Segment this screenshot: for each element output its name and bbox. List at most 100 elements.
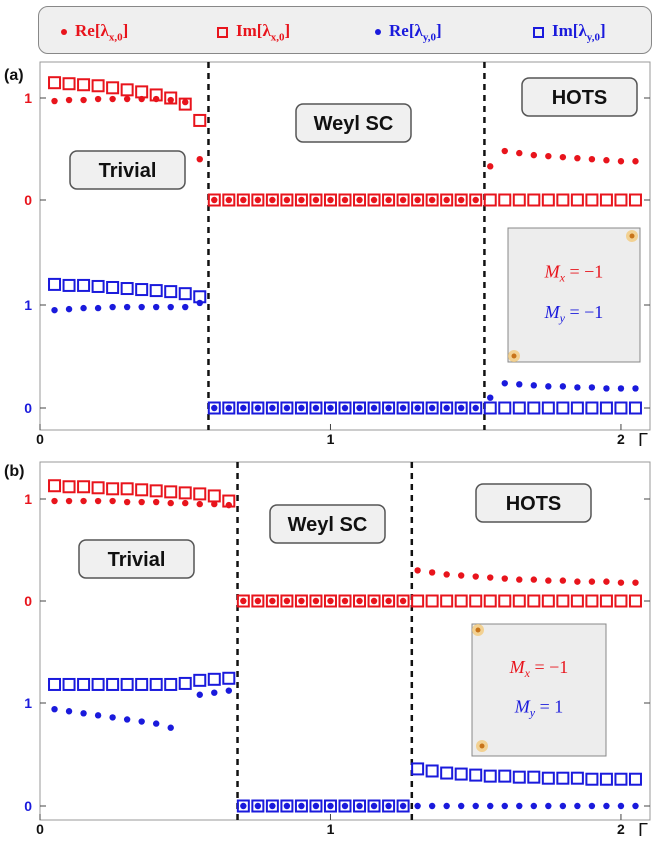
data-point-dot bbox=[574, 384, 581, 391]
data-point-square bbox=[411, 762, 425, 776]
data-point-dot bbox=[588, 802, 596, 810]
data-point-square bbox=[527, 193, 541, 207]
data-point-square bbox=[222, 494, 236, 508]
data-point-dot bbox=[269, 597, 276, 605]
data-point-square bbox=[207, 193, 221, 207]
data-point-square bbox=[367, 799, 381, 813]
data-point-square bbox=[396, 401, 410, 415]
data-point-dot bbox=[167, 499, 174, 507]
data-point-dot bbox=[182, 303, 189, 311]
data-point-dot bbox=[501, 802, 508, 810]
data-point-square bbox=[353, 594, 367, 608]
data-point-square bbox=[323, 193, 337, 207]
data-point-square bbox=[614, 772, 628, 786]
data-point-square bbox=[236, 594, 250, 608]
data-point-dot bbox=[182, 499, 189, 507]
data-point-square bbox=[120, 677, 134, 691]
data-point-square bbox=[91, 279, 105, 293]
data-point-square bbox=[48, 277, 62, 291]
data-point-dot bbox=[632, 385, 639, 392]
data-point-dot bbox=[138, 718, 145, 725]
data-point-square bbox=[120, 282, 134, 296]
data-point-dot bbox=[399, 196, 407, 204]
legend-label: Re[λy,0] bbox=[389, 21, 442, 44]
data-point-square bbox=[91, 677, 105, 691]
data-point-dot bbox=[312, 597, 320, 605]
legend-square-marker bbox=[533, 26, 544, 38]
data-point-square bbox=[570, 401, 584, 415]
data-point-dot bbox=[80, 497, 87, 505]
data-point-square bbox=[396, 594, 410, 608]
data-point-dot bbox=[327, 802, 334, 810]
data-point-square bbox=[193, 487, 207, 501]
data-point-square bbox=[614, 401, 628, 415]
data-point-dot bbox=[603, 157, 610, 164]
data-point-square bbox=[498, 401, 512, 415]
data-point-square bbox=[411, 401, 425, 415]
data-point-dot bbox=[196, 156, 203, 163]
phase-label-text: Weyl SC bbox=[288, 514, 368, 536]
data-point-square bbox=[396, 193, 410, 207]
data-point-dot bbox=[574, 154, 581, 162]
data-point-square bbox=[440, 401, 454, 415]
data-point-dot bbox=[240, 597, 247, 605]
data-point-square bbox=[338, 401, 352, 415]
data-point-dot bbox=[545, 802, 552, 810]
data-point-dot bbox=[501, 575, 508, 582]
phase-label-box bbox=[295, 103, 412, 143]
data-point-dot bbox=[443, 802, 450, 810]
data-point-dot bbox=[414, 404, 421, 412]
data-point-dot bbox=[559, 153, 567, 161]
data-point-square bbox=[440, 193, 454, 207]
data-point-dot bbox=[341, 597, 349, 605]
phase-label-text: Trivial bbox=[99, 160, 157, 182]
data-point-dot bbox=[240, 802, 247, 810]
data-point-dot bbox=[487, 802, 494, 810]
data-point-square bbox=[309, 594, 323, 608]
data-point-dot bbox=[588, 578, 596, 585]
data-point-square bbox=[265, 594, 279, 608]
data-point-dot bbox=[356, 597, 363, 605]
data-point-square bbox=[251, 193, 265, 207]
data-point-square bbox=[498, 193, 512, 207]
legend-label: Im[λy,0] bbox=[552, 21, 606, 44]
data-point-square bbox=[222, 193, 236, 207]
inset-corner-glow bbox=[629, 233, 635, 239]
data-point-dot bbox=[109, 497, 116, 505]
data-point-dot bbox=[385, 196, 392, 204]
data-point-dot bbox=[574, 578, 581, 585]
data-point-square bbox=[440, 766, 454, 780]
data-point-dot bbox=[428, 196, 436, 204]
data-point-square bbox=[265, 799, 279, 813]
data-point-square bbox=[628, 594, 642, 608]
x-tick-label: 1 bbox=[327, 821, 335, 837]
legend-label: Re[λx,0] bbox=[75, 21, 129, 44]
data-point-dot bbox=[530, 382, 538, 389]
data-point-square bbox=[135, 283, 149, 297]
data-point-dot bbox=[516, 802, 523, 810]
data-point-dot bbox=[225, 404, 233, 412]
data-point-square bbox=[135, 85, 149, 99]
data-point-square bbox=[106, 280, 120, 294]
data-point-dot bbox=[254, 597, 262, 605]
data-point-dot bbox=[283, 196, 291, 204]
data-point-dot bbox=[443, 571, 450, 578]
data-point-dot bbox=[356, 802, 363, 810]
data-point-dot bbox=[94, 304, 102, 312]
data-point-dot bbox=[356, 404, 363, 412]
data-point-square bbox=[222, 671, 236, 685]
data-point-dot bbox=[370, 597, 378, 605]
data-point-square bbox=[62, 77, 76, 91]
data-point-dot bbox=[545, 577, 552, 584]
data-point-dot bbox=[487, 394, 494, 401]
data-point-dot bbox=[472, 404, 479, 412]
data-point-square bbox=[512, 401, 526, 415]
data-point-dot bbox=[516, 149, 523, 157]
data-point-square bbox=[541, 594, 555, 608]
data-point-square bbox=[207, 672, 221, 686]
data-point-dot bbox=[65, 708, 73, 715]
y-tick-label: 0 bbox=[24, 593, 32, 609]
data-point-dot bbox=[94, 712, 102, 719]
data-point-square bbox=[483, 594, 497, 608]
